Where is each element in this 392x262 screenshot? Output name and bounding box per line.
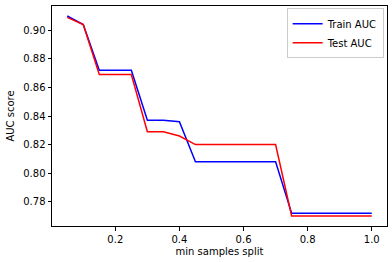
svg-text:0.6: 0.6 [236, 234, 252, 245]
svg-text:0.90: 0.90 [23, 25, 45, 36]
svg-text:0.4: 0.4 [171, 234, 187, 245]
svg-text:AUC score: AUC score [5, 90, 16, 141]
svg-text:1.0: 1.0 [364, 234, 380, 245]
svg-text:0.82: 0.82 [23, 139, 45, 150]
svg-text:0.88: 0.88 [23, 53, 45, 64]
svg-text:min samples split: min samples split [176, 246, 264, 257]
svg-text:0.84: 0.84 [23, 111, 45, 122]
svg-text:0.78: 0.78 [23, 196, 45, 207]
svg-text:0.86: 0.86 [23, 82, 45, 93]
svg-text:Train AUC: Train AUC [327, 19, 376, 30]
svg-text:Test AUC: Test AUC [327, 38, 372, 49]
svg-text:0.2: 0.2 [107, 234, 123, 245]
svg-text:0.80: 0.80 [23, 168, 45, 179]
svg-text:0.8: 0.8 [300, 234, 316, 245]
